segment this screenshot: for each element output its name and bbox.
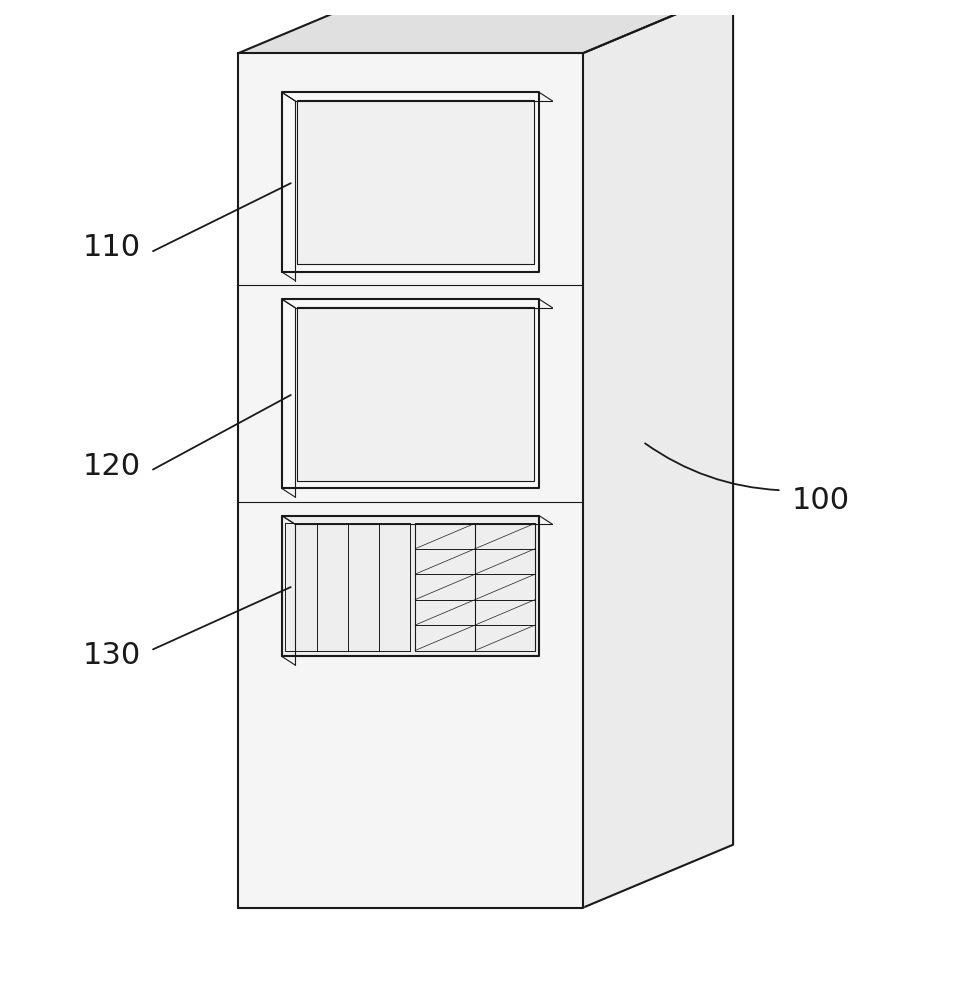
Polygon shape <box>583 0 733 908</box>
Text: 110: 110 <box>83 233 141 262</box>
Polygon shape <box>282 92 539 272</box>
Text: 120: 120 <box>83 452 141 481</box>
Text: 100: 100 <box>791 486 850 515</box>
Polygon shape <box>282 516 539 656</box>
Polygon shape <box>238 53 583 908</box>
Polygon shape <box>297 307 534 481</box>
Polygon shape <box>238 0 733 53</box>
Polygon shape <box>282 299 539 488</box>
Text: 130: 130 <box>83 641 141 670</box>
Polygon shape <box>297 100 534 264</box>
